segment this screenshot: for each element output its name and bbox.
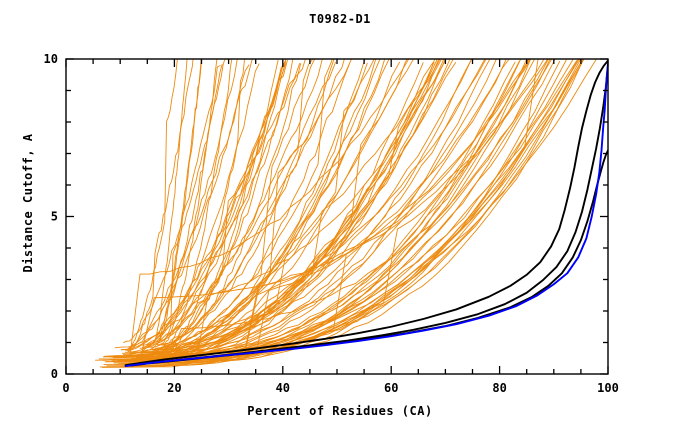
predictor-curve	[124, 59, 381, 353]
predictor-curve	[159, 59, 202, 342]
predictor-curve	[131, 59, 436, 362]
predictor-curve	[164, 59, 233, 350]
predictor-curve	[161, 59, 226, 345]
y-tick-label: 0	[51, 367, 58, 381]
predictor-model-curves	[94, 59, 597, 368]
chart-title: T0982-D1	[309, 12, 371, 26]
y-tick-label: 5	[51, 210, 58, 224]
axis-ticks	[65, 58, 609, 375]
best-model-blue	[124, 62, 608, 368]
predictor-curve	[111, 62, 434, 362]
predictor-curve	[120, 59, 584, 368]
axis-tick-labels: 0 20 40 60 80 100 0 5 10	[44, 52, 619, 395]
y-tick-label: 10	[44, 52, 58, 66]
x-tick-label: 100	[597, 381, 619, 395]
predictor-curve	[142, 59, 288, 348]
predictor-curve	[125, 59, 238, 351]
predictor-curve	[120, 63, 301, 351]
predictor-curve	[139, 59, 323, 349]
predictor-curve	[106, 59, 579, 367]
predictor-curve	[131, 59, 549, 358]
predictor-curve	[166, 59, 246, 354]
x-tick-label: 60	[384, 381, 398, 395]
predictor-curve	[121, 64, 250, 351]
predictor-curve	[130, 59, 408, 357]
predictor-curve	[122, 59, 306, 355]
predictor-curve	[136, 62, 424, 359]
predictor-curve	[109, 59, 410, 358]
reference-black-1	[124, 59, 608, 367]
x-tick-label: 80	[492, 381, 506, 395]
x-tick-label: 40	[276, 381, 290, 395]
predictor-curve	[135, 59, 530, 357]
predictor-curve	[144, 59, 522, 358]
predictor-curve	[98, 59, 531, 360]
predictor-curve	[126, 60, 287, 351]
predictor-curve	[146, 60, 472, 355]
x-axis-label: Percent of Residues (CA)	[247, 404, 433, 418]
predictor-curve	[152, 59, 314, 351]
reference-black-3	[130, 149, 608, 367]
predictor-curve	[141, 59, 366, 353]
predictor-curve	[138, 61, 400, 353]
predictor-curve	[147, 63, 286, 346]
x-tick-label: 0	[62, 381, 69, 395]
predictor-curve	[127, 59, 194, 353]
predictor-curve	[127, 59, 178, 350]
predictor-curve	[130, 60, 520, 367]
best-model-curve	[124, 62, 608, 368]
predictor-curve	[123, 65, 221, 343]
predictor-curve	[149, 59, 335, 348]
predictor-curve	[117, 59, 535, 364]
predictor-curve	[154, 59, 345, 357]
predictor-curve	[130, 59, 333, 354]
predictor-curve	[135, 59, 528, 359]
x-tick-label: 20	[167, 381, 181, 395]
